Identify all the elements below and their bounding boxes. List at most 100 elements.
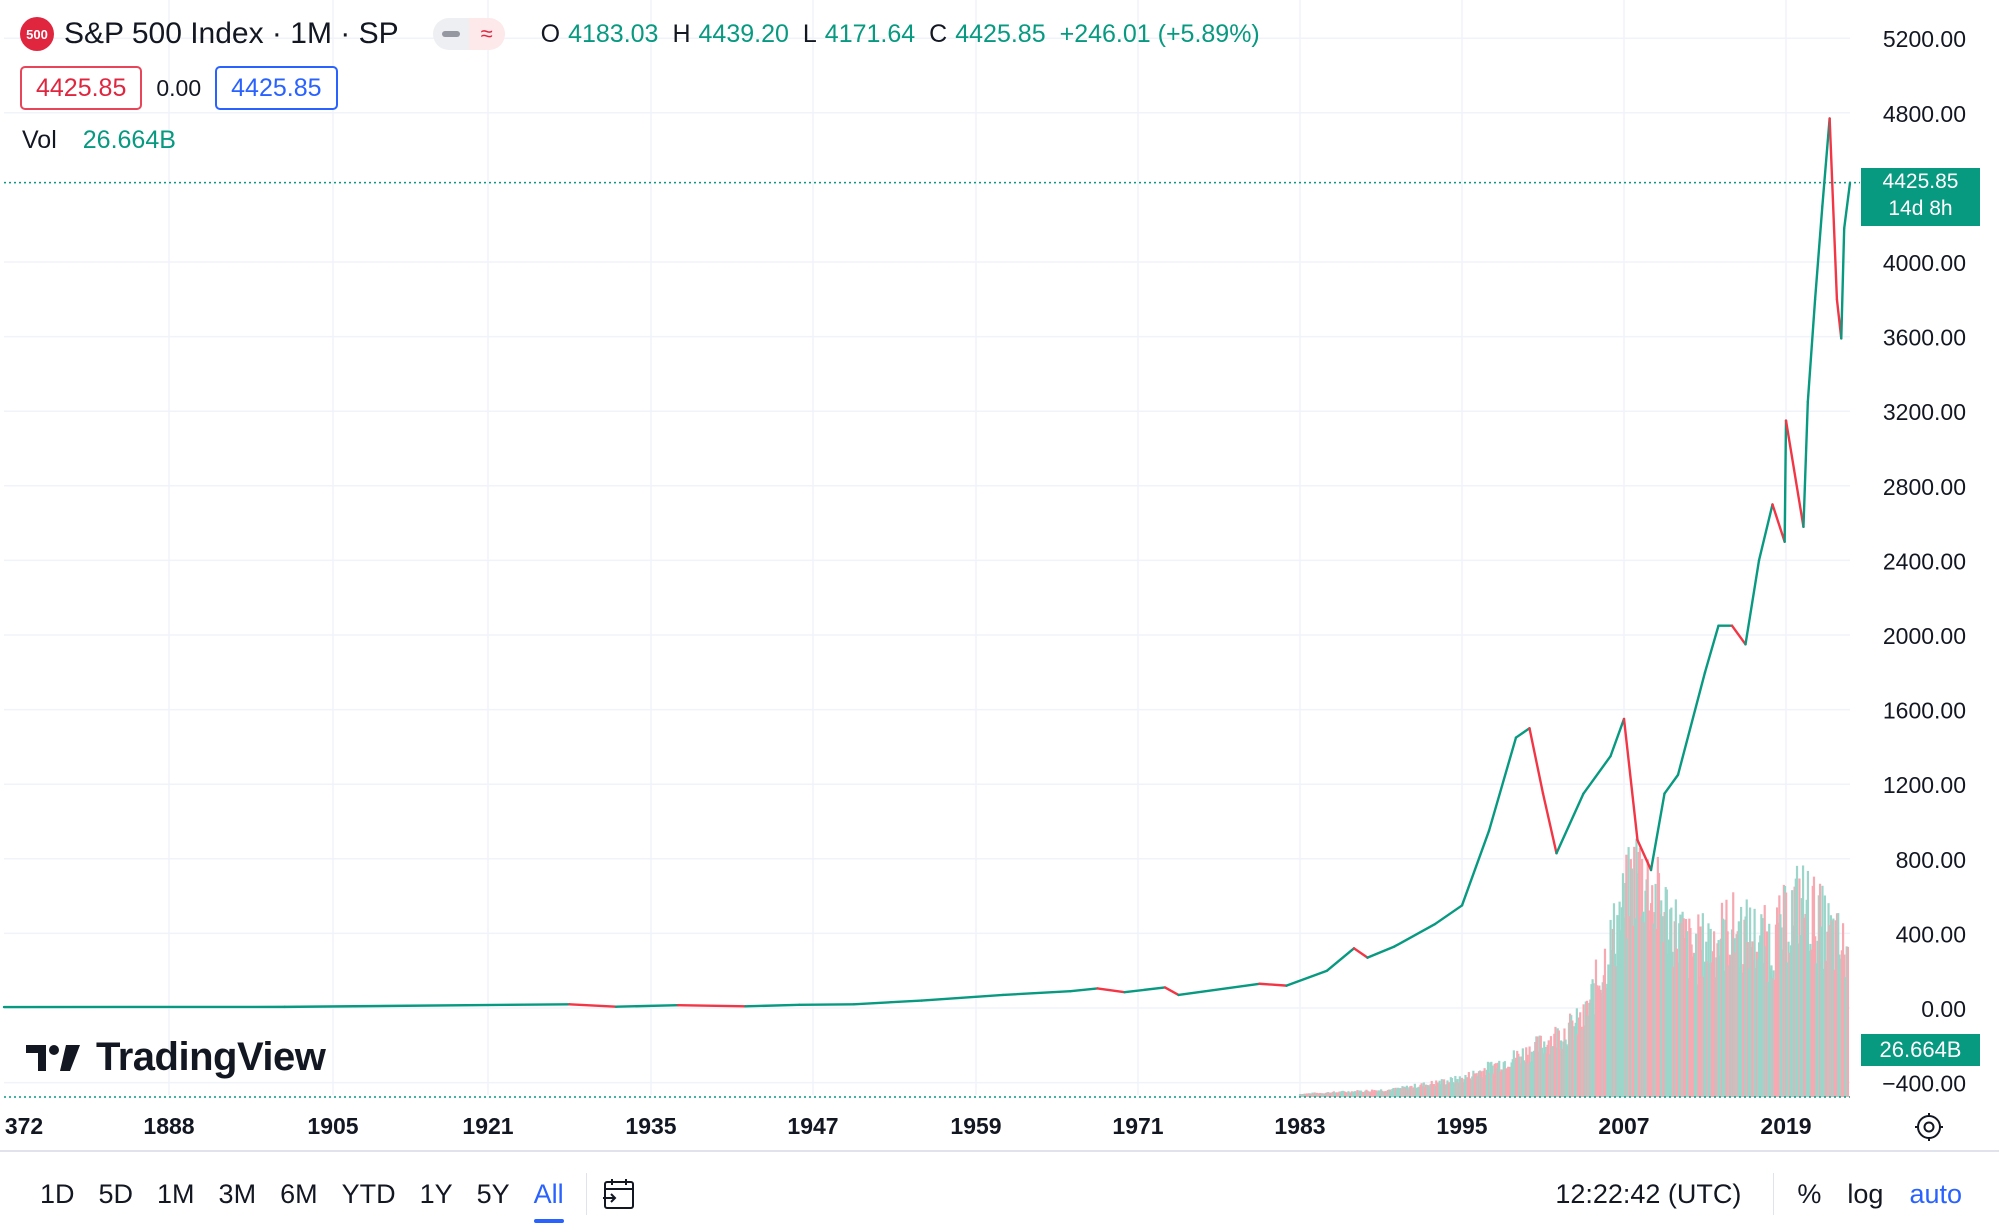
volume-bar xyxy=(1519,1063,1522,1097)
range-5d[interactable]: 5D xyxy=(98,1179,134,1209)
volume-bar xyxy=(1767,981,1770,1097)
volume-bar xyxy=(1798,878,1801,1097)
volume-bar xyxy=(1763,905,1766,1097)
range-5y[interactable]: 5Y xyxy=(476,1179,510,1209)
tradingview-icon xyxy=(26,1044,80,1071)
go-to-date-button[interactable] xyxy=(597,1173,641,1215)
compare-button[interactable]: ≈ xyxy=(468,18,505,50)
volume-bar xyxy=(1354,1091,1357,1097)
volume-bar xyxy=(1673,921,1676,1097)
volume-bar xyxy=(1300,1094,1303,1097)
settings-gear-icon[interactable] xyxy=(1912,1110,1946,1144)
time-tick-label: 2019 xyxy=(1760,1113,1811,1139)
sell-button[interactable]: 4425.85 xyxy=(20,66,143,110)
volume-bar xyxy=(1524,1062,1527,1097)
range-1m[interactable]: 1M xyxy=(157,1179,195,1209)
volume-bar xyxy=(1561,1048,1564,1097)
volume-bar xyxy=(1571,1020,1574,1097)
volume-bar xyxy=(1654,883,1657,1097)
range-6m[interactable]: 6M xyxy=(280,1179,318,1209)
volume-bar xyxy=(1656,856,1659,1097)
volume-bar xyxy=(1499,1071,1502,1097)
time-tick-label: 372 xyxy=(5,1113,43,1139)
volume-bar xyxy=(1700,949,1703,1097)
volume-bar xyxy=(1527,1063,1530,1097)
volume-bar xyxy=(1771,978,1774,1097)
price-segment xyxy=(1730,624,1747,646)
range-3m[interactable]: 3M xyxy=(218,1179,257,1209)
volume-bar xyxy=(1554,1026,1557,1097)
volume-bar xyxy=(1633,846,1636,1097)
volume-bar xyxy=(1474,1073,1477,1097)
volume-bar xyxy=(1321,1093,1324,1097)
volume-bar xyxy=(1302,1094,1305,1097)
volume-bar xyxy=(1556,1028,1559,1097)
volume-bar xyxy=(1605,988,1608,1097)
volume-bar xyxy=(1445,1084,1448,1097)
price-segment xyxy=(1622,717,1639,842)
volume-bar xyxy=(1772,970,1775,1097)
volume-bar xyxy=(1776,907,1779,1097)
tradingview-logo[interactable]: TradingView xyxy=(26,1035,326,1080)
volume-bar xyxy=(1419,1084,1422,1097)
range-1y[interactable]: 1Y xyxy=(419,1179,453,1209)
volume-bar xyxy=(1310,1094,1313,1097)
volume-bar xyxy=(1494,1063,1497,1097)
volume-bar xyxy=(1363,1092,1366,1097)
volume-bar xyxy=(1349,1092,1352,1097)
volume-bar xyxy=(1782,884,1785,1097)
price-segment xyxy=(1842,181,1852,230)
last-price-tag: 4425.85 14d 8h xyxy=(1861,168,1980,226)
volume-bar xyxy=(1821,885,1824,1097)
volume-bar xyxy=(1400,1088,1403,1097)
volume-bar xyxy=(1584,1001,1587,1097)
volume-bar xyxy=(1594,959,1598,1097)
wave-icon: ≈ xyxy=(480,21,493,46)
volume-bar xyxy=(1463,1079,1466,1097)
price-segment xyxy=(1636,838,1653,872)
log-scale-toggle[interactable]: log xyxy=(1847,1178,1884,1209)
volume-bar xyxy=(1430,1080,1433,1097)
price-segment xyxy=(1649,792,1666,872)
volume-bar xyxy=(1792,925,1795,1097)
utc-clock[interactable]: 12:22:42 (UTC) xyxy=(1555,1178,1742,1209)
volume-bar xyxy=(1816,940,1819,1097)
buy-button[interactable]: 4425.85 xyxy=(215,66,338,110)
collapse-legend-button[interactable] xyxy=(432,18,469,50)
volume-bar xyxy=(1745,899,1748,1097)
volume-bar xyxy=(1726,931,1729,1097)
trade-buttons: 4425.85 0.00 4425.85 xyxy=(20,66,338,110)
percent-scale-toggle[interactable]: % xyxy=(1797,1178,1822,1209)
ohlc-values: O 4183.03 H 4439.20 L 4171.64 C 4425.85 +246… xyxy=(541,20,1266,49)
volume-bar xyxy=(1635,838,1638,1097)
volume-bar xyxy=(1382,1091,1385,1097)
volume-bar xyxy=(1702,976,1706,1097)
volume-bar xyxy=(1611,928,1614,1097)
volume-bar xyxy=(1473,1073,1476,1097)
auto-scale-toggle[interactable]: auto xyxy=(1909,1178,1962,1209)
volume-bar xyxy=(1340,1091,1343,1097)
volume-bar xyxy=(1735,934,1738,1097)
volume-bar xyxy=(1428,1086,1431,1097)
range-1d[interactable]: 1D xyxy=(40,1179,75,1209)
range-all[interactable]: All xyxy=(522,1173,576,1223)
volume-bar xyxy=(1747,968,1751,1097)
volume-bar xyxy=(1657,873,1661,1097)
volume-bar xyxy=(1572,1039,1575,1097)
volume-bar xyxy=(1777,922,1780,1097)
volume-bar xyxy=(1338,1091,1341,1097)
volume-bar xyxy=(1826,931,1829,1097)
volume-bar xyxy=(1650,903,1653,1097)
price-tick-label: 2400.00 xyxy=(1883,548,1966,574)
volume-bar xyxy=(1576,1034,1580,1097)
range-ytd[interactable]: YTD xyxy=(341,1179,396,1209)
time-tick-label: 1959 xyxy=(950,1113,1001,1139)
volume-bar xyxy=(1533,1050,1536,1097)
volume-bar xyxy=(1405,1085,1409,1097)
volume-bar xyxy=(1731,929,1734,1097)
volume-bar xyxy=(1387,1089,1391,1097)
volume-bar xyxy=(1639,916,1643,1097)
volume-bar xyxy=(1441,1082,1445,1097)
symbol-title[interactable]: S&P 500 Index · 1M · SP xyxy=(64,17,399,50)
